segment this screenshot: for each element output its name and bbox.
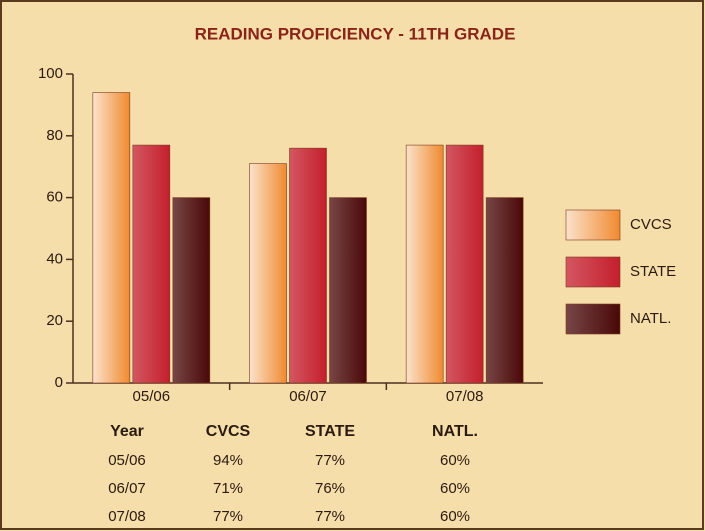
x-tick-label: 05/06 <box>133 388 171 405</box>
y-tick-label: 40 <box>46 250 63 267</box>
table-header: NATL. <box>432 423 478 440</box>
table-value: 60% <box>440 508 470 525</box>
legend-swatch <box>565 209 621 241</box>
table-header: Year <box>110 423 144 440</box>
legend-label: NATL. <box>630 310 671 327</box>
y-tick-label: 80 <box>46 127 63 144</box>
y-tick-label: 0 <box>55 374 63 391</box>
table-value: 77% <box>213 508 243 525</box>
bar <box>289 147 327 384</box>
table-value: 60% <box>440 452 470 469</box>
table-header: CVCS <box>206 423 251 440</box>
table-year: 05/06 <box>108 452 146 469</box>
legend-label: STATE <box>630 263 676 280</box>
table-year: 07/08 <box>108 508 146 525</box>
table-value: 77% <box>315 452 345 469</box>
y-tick-label: 100 <box>38 65 63 82</box>
bar <box>329 197 367 384</box>
legend-label: CVCS <box>630 216 672 233</box>
bar <box>445 144 484 384</box>
table-value: 60% <box>440 480 470 497</box>
chart-title: READING PROFICIENCY - 11TH GRADE <box>195 24 516 43</box>
table-value: 71% <box>213 480 243 497</box>
legend-swatch <box>565 256 621 288</box>
legend-swatch <box>565 303 621 335</box>
table-year: 06/07 <box>108 480 146 497</box>
bar <box>485 197 524 384</box>
table-value: 94% <box>213 452 243 469</box>
bar <box>92 92 131 384</box>
y-tick-label: 20 <box>46 312 63 329</box>
x-tick-label: 06/07 <box>289 388 327 405</box>
x-tick-label: 07/08 <box>446 388 484 405</box>
y-tick-label: 60 <box>46 189 63 206</box>
bar <box>405 144 444 384</box>
bar <box>132 144 171 384</box>
bar <box>249 163 287 384</box>
table-value: 77% <box>315 508 345 525</box>
table-header: STATE <box>305 423 355 440</box>
bar <box>172 197 211 384</box>
table-value: 76% <box>315 480 345 497</box>
